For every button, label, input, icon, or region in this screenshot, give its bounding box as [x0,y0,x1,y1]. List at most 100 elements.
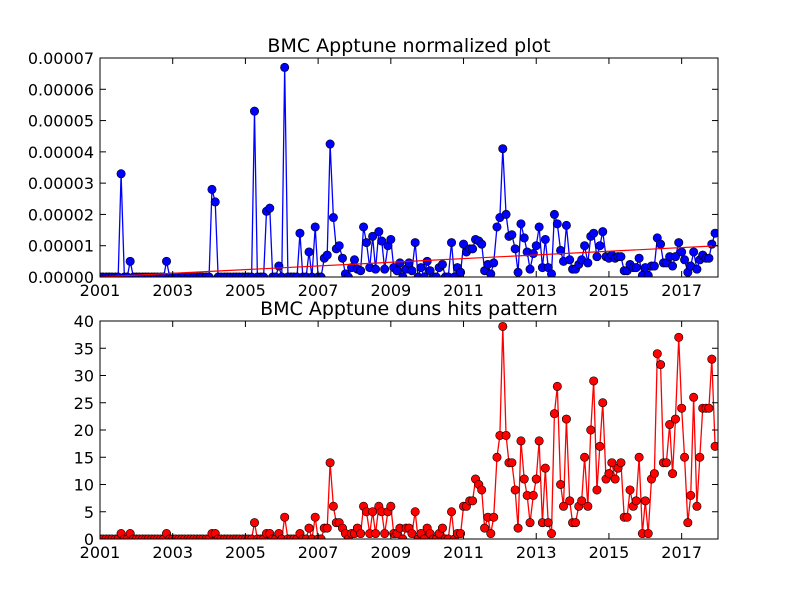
marker [586,425,596,435]
marker [437,259,447,269]
marker [513,523,523,533]
marker [265,203,275,213]
marker [680,255,690,265]
y-tick-label: 35 [74,339,94,358]
marker [580,452,590,462]
marker [616,252,626,262]
marker [656,239,666,249]
marker [489,258,499,268]
marker [325,139,335,149]
marker [543,518,553,528]
marker [356,529,366,539]
marker [250,518,260,528]
marker [280,62,290,72]
marker [456,529,466,539]
x-tick-label: 2007 [298,543,339,562]
marker [250,106,260,116]
marker [704,403,714,413]
marker [556,479,566,489]
marker [640,496,650,506]
marker [368,231,378,241]
marker [661,458,671,468]
marker [304,247,314,257]
marker [710,228,718,238]
marker [519,474,529,484]
plot-area [100,62,718,277]
marker [631,496,641,506]
x-tick-label: 2005 [225,281,266,300]
chart-title: BMC Apptune duns hits pattern [260,298,558,320]
marker [656,360,666,370]
marker [349,255,359,265]
marker [643,270,653,277]
marker [607,458,617,468]
y-tick-label: 0.00007 [28,49,94,68]
x-tick-label: 2013 [516,543,557,562]
marker [322,523,332,533]
x-tick-label: 2009 [370,281,411,300]
marker [549,209,559,219]
marker [643,529,653,539]
marker [692,264,702,274]
marker [561,414,571,424]
marker [525,264,535,274]
marker [501,209,511,219]
marker [486,529,496,539]
marker [328,213,338,223]
x-tick-label: 2011 [443,543,484,562]
marker [677,403,687,413]
marker [616,458,626,468]
x-tick-label: 2007 [298,281,339,300]
marker [525,518,535,528]
marker [652,349,662,359]
marker [589,376,599,386]
marker [598,227,608,237]
marker [437,523,447,533]
marker [210,197,220,207]
marker [407,266,417,276]
x-tick-label: 2015 [589,281,630,300]
marker [116,169,126,179]
y-tick-label: 0 [84,530,94,549]
chart-title: BMC Apptune normalized plot [267,35,550,57]
marker [304,523,314,533]
y-tick-label: 0.00001 [28,237,94,256]
marker [668,469,678,479]
marker [592,252,602,262]
marker [577,496,587,506]
marker [392,266,402,276]
marker [695,452,705,462]
marker [531,474,541,484]
marker [468,244,478,254]
y-tick-label: 40 [74,312,94,331]
marker [322,250,332,260]
axes-frame [99,57,719,278]
marker [674,332,684,342]
marker [386,501,396,511]
marker [610,474,620,484]
marker [552,219,562,229]
x-tick-label: 2001 [80,543,121,562]
marker [510,485,520,495]
marker [634,452,644,462]
marker [625,485,635,495]
marker [334,241,344,251]
marker [583,258,593,268]
marker [328,501,338,511]
marker [692,501,702,511]
marker [162,256,172,266]
marker [356,266,366,276]
marker [665,420,675,430]
marker [622,512,632,522]
y-tick-label: 0.00006 [28,80,94,99]
y-tick-label: 0.00004 [28,143,94,162]
marker [486,269,496,277]
x-tick-label: 2003 [152,281,193,300]
marker [410,507,420,517]
y-tick-label: 0.00000 [28,268,94,287]
marker [547,269,557,277]
marker [416,263,426,273]
marker [528,249,538,259]
